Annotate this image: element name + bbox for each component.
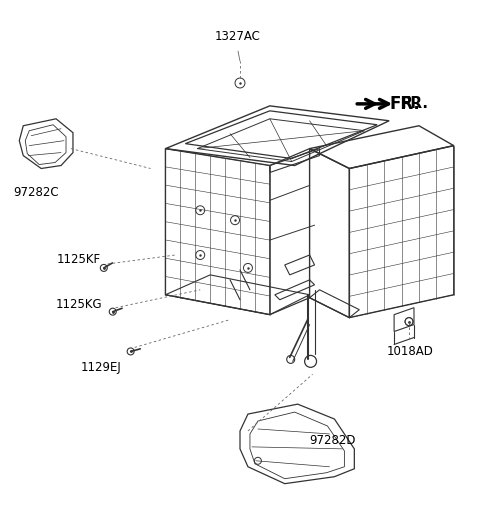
Text: FR.: FR. <box>401 97 429 111</box>
Text: 97282D: 97282D <box>310 434 356 448</box>
Text: 1327AC: 1327AC <box>215 30 261 43</box>
Text: 97282C: 97282C <box>13 186 59 199</box>
Text: 1129EJ: 1129EJ <box>81 361 121 374</box>
Text: FR.: FR. <box>389 95 420 113</box>
Text: 1125KG: 1125KG <box>56 298 103 311</box>
Text: 1125KF: 1125KF <box>57 253 101 267</box>
Text: 1018AD: 1018AD <box>387 345 434 358</box>
